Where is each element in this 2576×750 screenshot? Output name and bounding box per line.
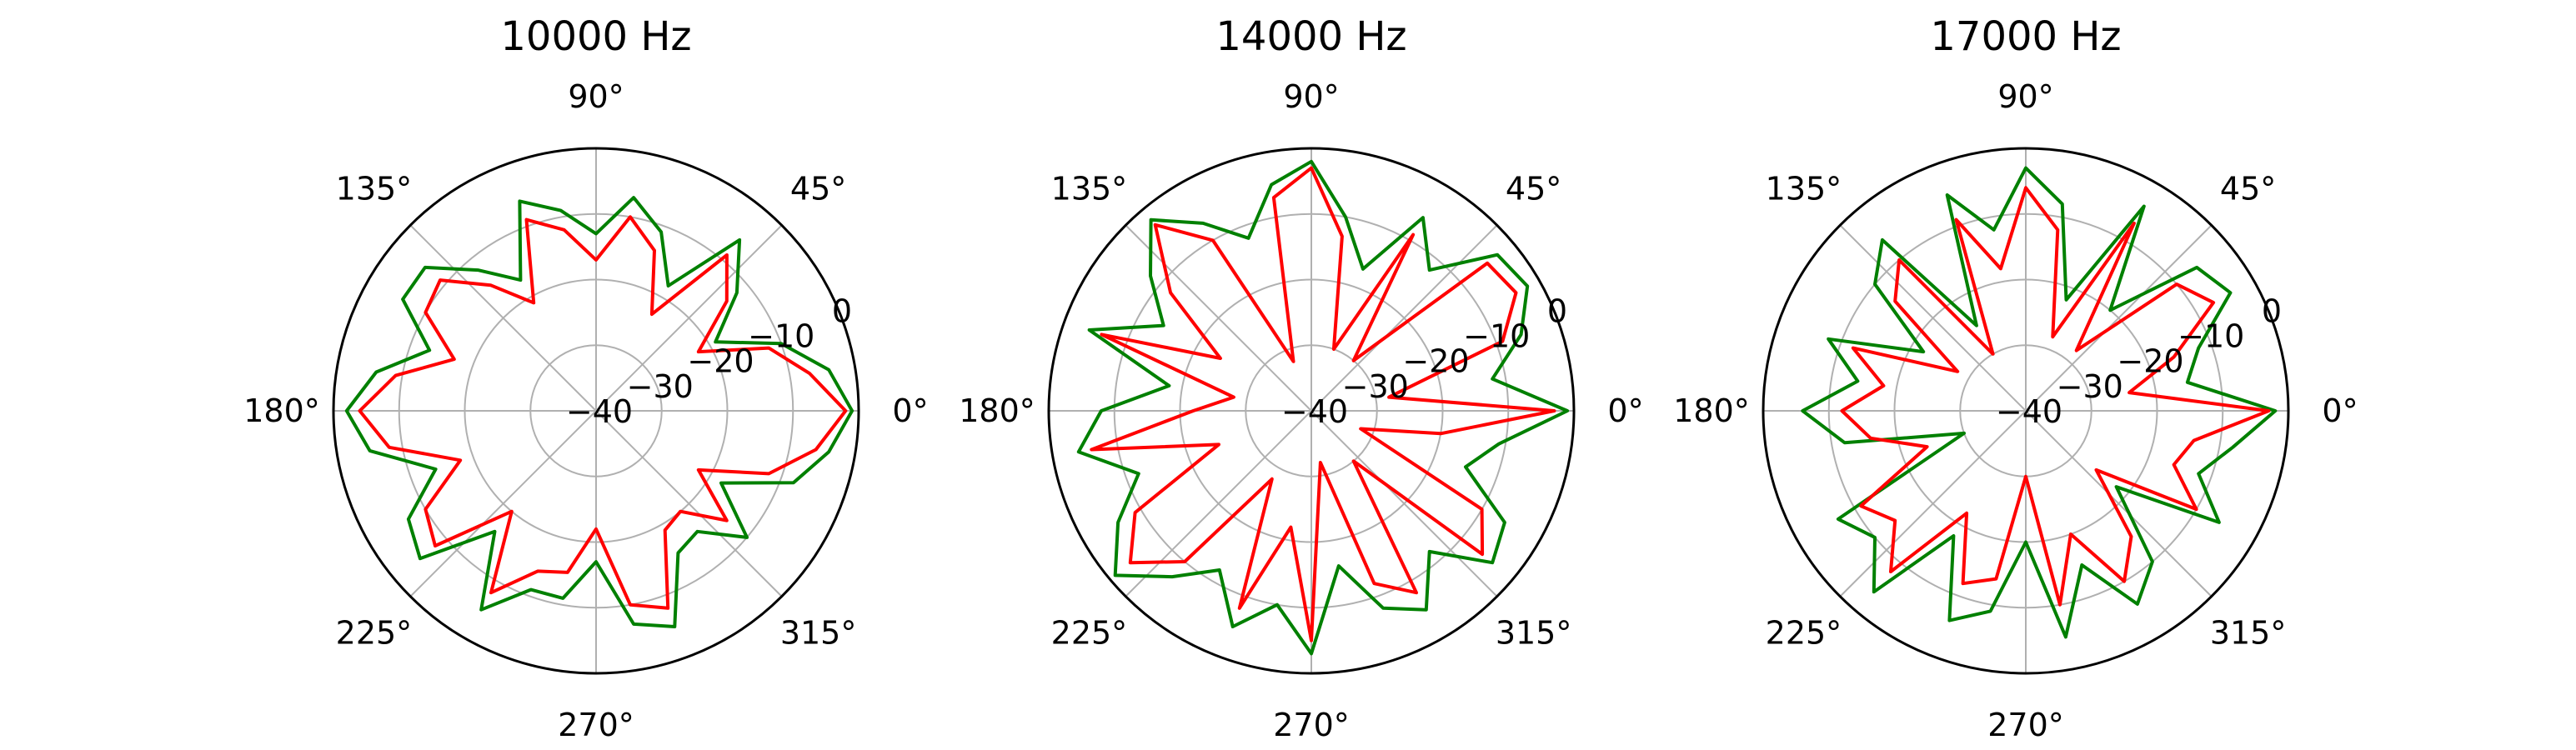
grid-spoke [409, 410, 597, 598]
radial-tick-label: −40 [1281, 393, 1348, 430]
angle-tick-label: 180° [959, 392, 1035, 429]
polar-frame [1762, 147, 2290, 675]
grid-spoke [1125, 224, 1312, 412]
radial-tick-label: −10 [1463, 318, 1530, 355]
angle-tick-label: 0° [892, 392, 928, 429]
radial-tick-label: −40 [566, 393, 633, 430]
angle-tick-label: 270° [1987, 707, 2064, 743]
series-line-0 [1801, 166, 2278, 639]
chart-title: 10000 Hz [500, 13, 691, 60]
angle-tick-label: 90° [1997, 78, 2053, 115]
grid-spoke [2025, 410, 2213, 598]
radial-tick-label: −30 [1342, 368, 1409, 405]
radial-tick-label: −10 [2178, 318, 2244, 355]
angle-tick-label: 270° [558, 707, 634, 743]
angle-tick-label: 315° [780, 615, 857, 652]
angle-tick-label: 135° [336, 170, 413, 207]
grid-spoke [1839, 410, 2027, 598]
polar-panel-10000hz: 10000 Hz 0° 45° 90° 135° 180° 225° 270° 315° −40… [243, 13, 928, 743]
grid-spoke [1311, 224, 1498, 412]
angle-tick-label: 90° [568, 78, 624, 115]
angle-tick-label: 45° [1506, 170, 1561, 207]
series-line-1 [358, 215, 848, 610]
angle-tick-label: 225° [1051, 615, 1128, 652]
angle-tick-label: 0° [2322, 392, 2358, 429]
angle-tick-label: 225° [336, 615, 413, 652]
angle-tick-label: 225° [1766, 615, 1842, 652]
radial-tick-label: −20 [2117, 343, 2183, 380]
angle-tick-label: 270° [1273, 707, 1350, 743]
polar-frame [1047, 147, 1576, 675]
radial-tick-label: 0 [832, 292, 852, 329]
series-line-0 [344, 196, 854, 628]
angle-tick-label: 45° [790, 170, 846, 207]
polar-frame [332, 147, 860, 675]
angle-tick-label: 90° [1283, 78, 1339, 115]
grid-spoke [1125, 410, 1312, 598]
grid-spoke [1311, 410, 1498, 598]
polar-panel-14000hz: 14000 Hz 0° 45° 90° 135° 180° 225° 270° 315° −40… [959, 13, 1643, 743]
radial-tick-label: −30 [627, 368, 694, 405]
angle-tick-label: 315° [1496, 615, 1572, 652]
chart-title: 14000 Hz [1215, 13, 1406, 60]
chart-title: 17000 Hz [1930, 13, 2121, 60]
angle-tick-label: 315° [2210, 615, 2287, 652]
polar-panel-17000hz: 17000 Hz 0° 45° 90° 135° 180° 225° 270° 315° −40… [1673, 13, 2358, 743]
series-line-1 [1840, 186, 2271, 607]
angle-tick-label: 135° [1766, 170, 1842, 207]
series-line-0 [1076, 159, 1570, 656]
radial-tick-label: −20 [687, 343, 754, 380]
radial-tick-label: −10 [748, 318, 814, 355]
grid-spoke [409, 224, 597, 412]
radial-tick-label: 0 [1547, 292, 1567, 329]
radial-tick-label: −40 [1996, 393, 2062, 430]
grid-spoke [1839, 224, 2027, 412]
angle-tick-label: 180° [243, 392, 320, 429]
angle-tick-label: 135° [1051, 170, 1128, 207]
angle-tick-label: 45° [2220, 170, 2276, 207]
series-line-1 [1090, 166, 1556, 642]
grid-spoke [595, 224, 783, 412]
grid-spoke [2025, 224, 2213, 412]
radial-tick-label: −30 [2057, 368, 2123, 405]
angle-tick-label: 180° [1673, 392, 1750, 429]
angle-tick-label: 0° [1607, 392, 1643, 429]
radial-tick-label: 0 [2262, 292, 2282, 329]
grid-spoke [595, 410, 783, 598]
radial-tick-label: −20 [1402, 343, 1469, 380]
